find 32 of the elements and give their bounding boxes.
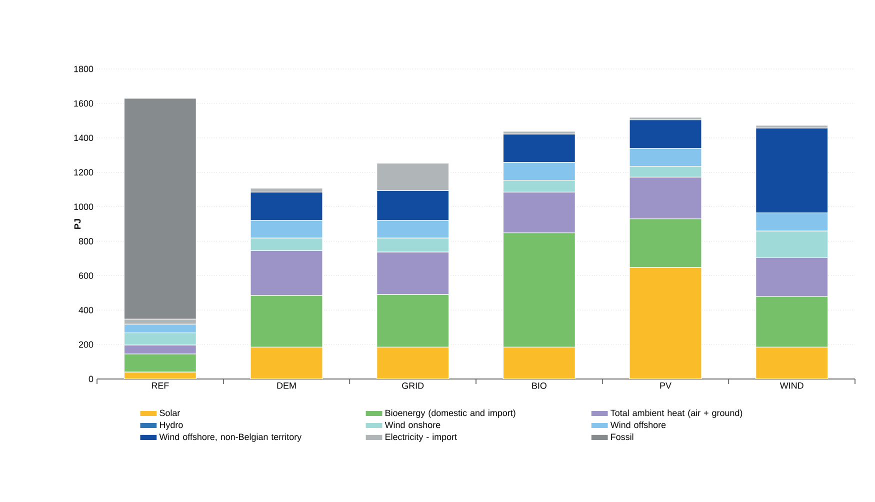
bar — [629, 267, 702, 379]
legend-label: Hydro — [160, 421, 183, 430]
y-tick-label: 1400 — [74, 134, 94, 142]
y-axis-title: PJ — [74, 219, 81, 229]
legend-label: Bioenergy (domestic and import) — [386, 410, 516, 418]
legend-label: Electricity - import — [386, 433, 457, 442]
legend-label: Wind offshore — [610, 421, 666, 428]
y-tick-label: 0 — [88, 376, 94, 382]
y-tick-label: 1600 — [74, 100, 94, 107]
y-tick-label: 1000 — [74, 204, 94, 210]
y-tick-label: 200 — [78, 341, 94, 348]
x-tick-label: REF — [152, 382, 169, 389]
x-tick-label: GRID — [402, 382, 424, 389]
x-tick-label: WIND — [780, 382, 804, 389]
bar — [124, 98, 196, 320]
y-tick-label: 400 — [78, 306, 94, 314]
x-tick-label: DEM — [277, 382, 296, 389]
bar — [756, 346, 828, 379]
bar — [250, 346, 323, 379]
y-tick-label: 800 — [78, 238, 94, 244]
bar — [502, 346, 576, 379]
y-tick-label: 1800 — [74, 66, 94, 72]
bar — [376, 346, 450, 379]
y-tick-label: 1200 — [74, 169, 94, 176]
legend-label: Fossil — [611, 433, 634, 440]
legend-label: Solar — [160, 410, 180, 416]
legend-label: Wind offshore, non-Belgian territory — [159, 433, 302, 442]
legend-label: Wind onshore — [384, 421, 440, 428]
x-tick-label: PV — [660, 382, 672, 389]
y-tick-label: 600 — [78, 272, 94, 279]
legend-label: Total ambient heat (air + ground) — [610, 410, 742, 418]
x-tick-label: BIO — [532, 382, 546, 389]
